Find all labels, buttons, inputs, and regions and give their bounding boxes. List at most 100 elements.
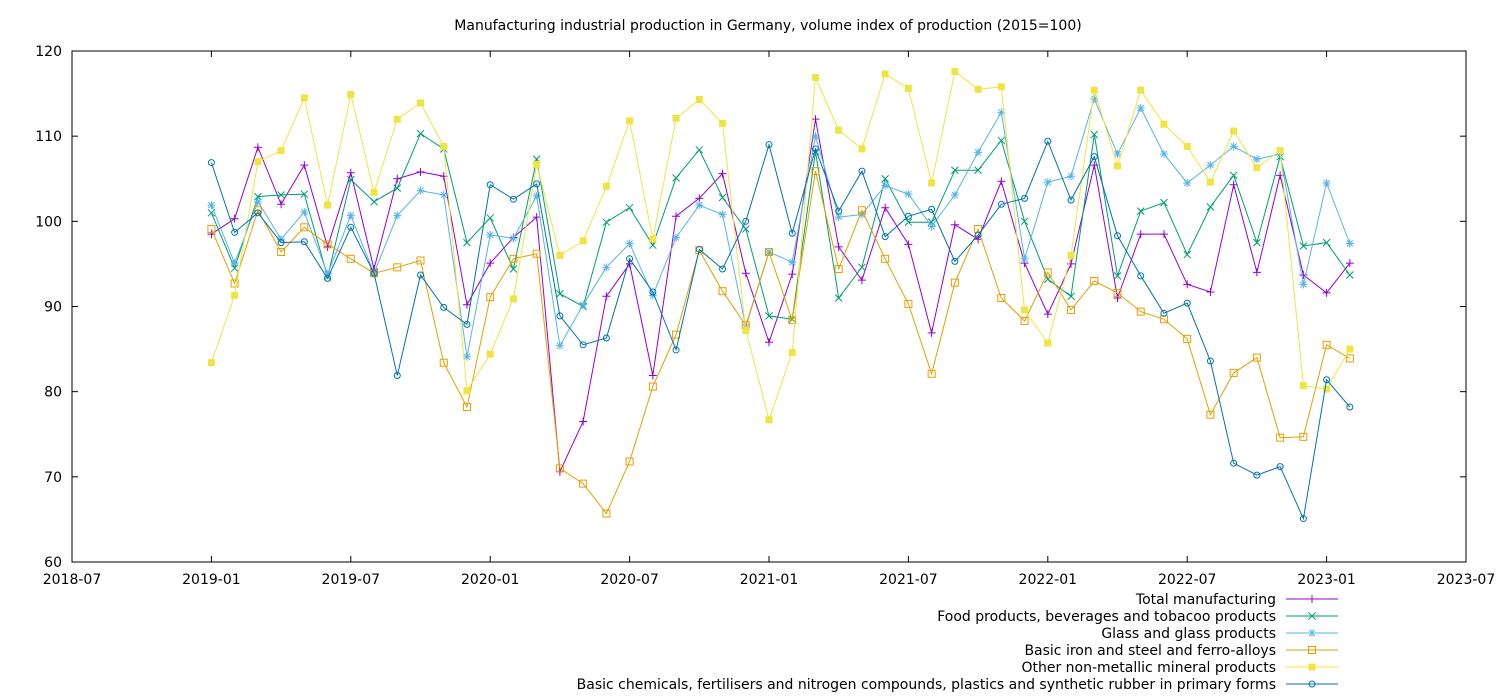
data-point	[1230, 127, 1238, 135]
data-point	[462, 402, 471, 411]
data-point	[300, 207, 309, 216]
data-point	[835, 126, 843, 134]
data-point	[347, 90, 355, 98]
data-point	[253, 206, 262, 215]
data-point	[1113, 288, 1122, 297]
series-4	[207, 67, 1354, 424]
legend-label: Glass and glass products	[1101, 626, 1276, 642]
x-tick-label: 2023-01	[1297, 572, 1356, 588]
data-point	[417, 271, 424, 279]
legend-marker	[1308, 680, 1316, 688]
series-5	[207, 137, 1354, 523]
data-point	[1276, 147, 1284, 155]
data-point	[277, 247, 286, 256]
data-point	[672, 346, 680, 354]
data-point	[1206, 161, 1215, 170]
data-point	[672, 233, 681, 242]
data-point	[881, 70, 889, 78]
data-point	[1090, 86, 1098, 94]
data-point	[858, 145, 866, 153]
axis-ticks: 2018-07 2019-01 2019-07 2020-01 2020-07 2021-…	[35, 44, 1495, 588]
data-point	[927, 222, 936, 231]
data-point	[1322, 238, 1331, 247]
legend-marker	[1308, 612, 1316, 620]
data-point	[1020, 254, 1029, 263]
data-point	[1345, 259, 1354, 268]
data-point	[579, 417, 588, 426]
legend-marker	[1308, 663, 1316, 671]
legend-label: Basic iron and steel and ferro-alloys	[1024, 643, 1276, 659]
data-point	[556, 312, 564, 320]
data-point	[207, 359, 215, 367]
data-point	[950, 278, 959, 287]
data-point	[834, 242, 843, 251]
data-point	[765, 416, 773, 424]
legend-entry: Other non-metallic mineral products	[1021, 660, 1338, 676]
data-point	[811, 132, 820, 141]
data-point	[1323, 376, 1331, 384]
data-point	[857, 276, 866, 285]
data-point	[462, 352, 471, 361]
data-point	[346, 175, 355, 184]
series-line	[210, 139, 1351, 521]
data-point	[928, 205, 936, 213]
data-point	[1206, 288, 1215, 297]
x-tick-label: 2019-01	[182, 572, 241, 588]
data-point	[1136, 104, 1145, 113]
series-2	[207, 94, 1354, 361]
data-point	[950, 220, 959, 229]
data-point	[440, 142, 448, 150]
data-point	[486, 259, 495, 268]
data-point	[1299, 280, 1308, 289]
data-point	[1020, 217, 1029, 226]
legend-entry: Total manufacturing	[1135, 592, 1338, 608]
y-tick-label: 100	[35, 214, 62, 230]
x-tick-label: 2021-01	[740, 572, 799, 588]
data-point	[625, 259, 634, 268]
data-point	[904, 190, 913, 199]
data-point	[1020, 316, 1029, 325]
data-point	[1253, 238, 1261, 247]
data-point	[974, 85, 982, 93]
data-point	[881, 181, 890, 190]
data-point	[834, 294, 843, 302]
data-point	[1252, 268, 1261, 277]
data-point	[788, 348, 796, 356]
data-point	[1044, 137, 1052, 145]
data-point	[1090, 130, 1099, 139]
data-point	[532, 249, 541, 258]
data-point	[997, 200, 1005, 208]
data-point	[1160, 198, 1168, 207]
data-point	[1067, 305, 1076, 314]
data-point	[486, 350, 494, 358]
x-tick-label: 2022-01	[1019, 572, 1078, 588]
data-point	[811, 167, 820, 176]
data-point	[300, 223, 309, 232]
x-tick-label: 2018-07	[43, 572, 102, 588]
data-point	[1090, 276, 1099, 285]
data-point	[1345, 239, 1354, 248]
data-point	[974, 231, 982, 239]
data-point	[277, 147, 285, 155]
data-point	[1021, 194, 1029, 202]
data-point	[648, 241, 657, 250]
series-line	[210, 70, 1351, 422]
data-point	[1067, 196, 1075, 204]
data-point	[718, 210, 727, 219]
legend-marker	[1308, 646, 1316, 654]
data-point	[788, 270, 797, 279]
legend-label: Other non-metallic mineral products	[1021, 660, 1276, 676]
data-point	[997, 177, 1006, 186]
data-point	[695, 194, 704, 203]
data-point	[416, 256, 425, 265]
data-point	[672, 212, 681, 221]
data-point	[858, 263, 866, 272]
data-point	[486, 214, 495, 222]
data-point	[648, 371, 657, 380]
x-tick-label: 2019-07	[322, 572, 381, 588]
data-point	[672, 114, 680, 122]
legend-entry: Basic iron and steel and ferro-alloys	[1024, 643, 1338, 659]
data-point	[486, 181, 494, 189]
data-point	[928, 179, 936, 187]
data-point	[300, 190, 309, 198]
